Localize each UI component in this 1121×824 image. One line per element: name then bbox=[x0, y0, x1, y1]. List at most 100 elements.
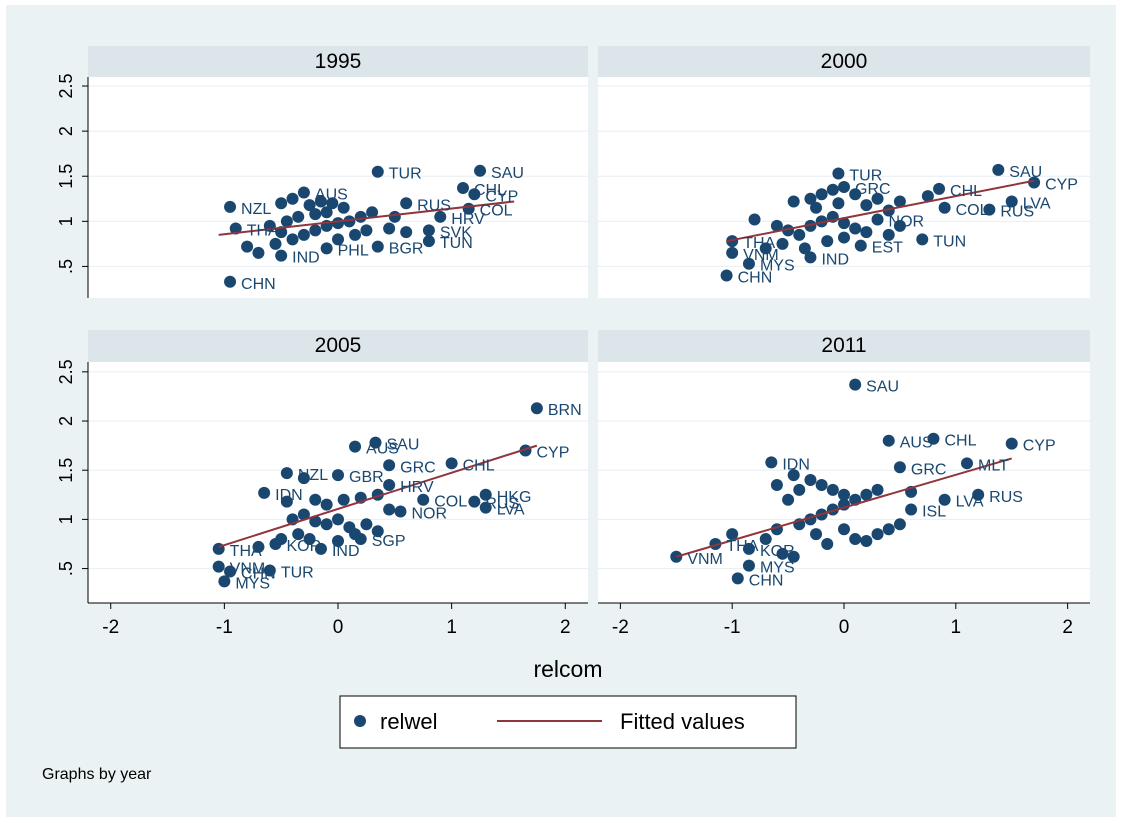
data-point bbox=[882, 204, 895, 217]
x-tick-label: 1 bbox=[951, 617, 962, 638]
plot-area bbox=[88, 362, 588, 603]
x-tick-label: 2 bbox=[560, 617, 571, 638]
panel-title: 1995 bbox=[315, 50, 362, 73]
data-point bbox=[798, 242, 811, 255]
point-label: CHN bbox=[241, 276, 276, 293]
data-point bbox=[369, 436, 382, 449]
data-point bbox=[383, 478, 396, 491]
point-label: EST bbox=[872, 240, 903, 257]
data-point bbox=[314, 195, 327, 208]
data-point bbox=[224, 565, 237, 578]
data-point bbox=[815, 215, 828, 228]
data-point bbox=[810, 528, 823, 541]
data-point bbox=[241, 240, 254, 253]
data-point bbox=[212, 560, 225, 573]
y-tick-label: 2.5 bbox=[56, 74, 76, 99]
point-label: SGP bbox=[372, 533, 406, 550]
y-tick-label: 2 bbox=[56, 416, 76, 426]
data-point bbox=[280, 215, 293, 228]
point-label: CYP bbox=[1045, 177, 1078, 194]
data-point bbox=[810, 201, 823, 214]
point-label: MLT bbox=[978, 457, 1009, 474]
data-point bbox=[457, 181, 469, 194]
data-point bbox=[860, 226, 873, 239]
data-point bbox=[1005, 195, 1018, 208]
point-label: PHL bbox=[338, 242, 369, 259]
data-point bbox=[821, 235, 834, 248]
data-point bbox=[349, 440, 362, 453]
point-label: NZL bbox=[298, 467, 328, 484]
panel-title-strip bbox=[598, 46, 1090, 77]
data-point bbox=[838, 181, 850, 194]
data-point bbox=[252, 246, 265, 259]
y-tick-label: 1.5 bbox=[56, 458, 76, 483]
legend-marker-relwel bbox=[354, 715, 366, 727]
data-point bbox=[832, 167, 845, 180]
point-label: LVA bbox=[956, 494, 984, 511]
point-label: LVA bbox=[1023, 195, 1051, 212]
data-point bbox=[826, 183, 839, 196]
data-point bbox=[770, 478, 783, 491]
point-label: CHN bbox=[738, 269, 773, 286]
data-point bbox=[224, 200, 237, 213]
data-point bbox=[759, 242, 772, 255]
point-label: VNM bbox=[687, 551, 723, 568]
y-tick-label: 2.5 bbox=[56, 359, 76, 384]
point-label: CHL bbox=[474, 182, 506, 199]
data-point bbox=[838, 488, 850, 501]
data-point bbox=[882, 523, 895, 536]
data-point bbox=[479, 488, 492, 501]
data-point bbox=[275, 533, 288, 546]
point-label: SAU bbox=[491, 165, 524, 182]
data-point bbox=[849, 188, 862, 201]
data-point bbox=[742, 257, 755, 270]
data-point bbox=[371, 240, 384, 253]
data-point bbox=[759, 533, 772, 546]
point-label: ISL bbox=[922, 504, 946, 521]
data-point bbox=[871, 213, 884, 226]
panel-title-strip bbox=[598, 330, 1090, 362]
point-label: IND bbox=[292, 250, 320, 267]
x-tick-label: 1 bbox=[446, 617, 457, 638]
point-label: KOR bbox=[287, 538, 322, 555]
y-tick-label: 2 bbox=[56, 126, 76, 136]
data-point bbox=[921, 190, 934, 203]
point-label: RUS bbox=[989, 489, 1023, 506]
y-tick-label: .5 bbox=[56, 561, 76, 576]
data-point bbox=[468, 495, 481, 508]
plot-area bbox=[88, 77, 588, 298]
data-point bbox=[275, 249, 288, 262]
data-point bbox=[832, 197, 845, 210]
point-label: THA bbox=[247, 223, 279, 240]
data-point bbox=[332, 513, 344, 526]
data-point bbox=[776, 547, 789, 560]
data-point bbox=[860, 199, 873, 212]
data-point bbox=[297, 186, 310, 199]
point-label: IDN bbox=[782, 456, 810, 473]
data-point bbox=[731, 572, 744, 585]
data-point bbox=[871, 483, 884, 496]
point-label: LVA bbox=[497, 502, 525, 519]
point-label: HRV bbox=[400, 479, 434, 496]
point-label: THA bbox=[743, 235, 775, 252]
data-point bbox=[765, 456, 778, 469]
data-point bbox=[320, 206, 333, 219]
point-label: CHL bbox=[950, 183, 982, 200]
data-point bbox=[297, 228, 310, 241]
point-label: HKG bbox=[497, 489, 532, 506]
data-point bbox=[849, 378, 862, 391]
data-point bbox=[992, 163, 1005, 176]
data-point bbox=[309, 515, 322, 528]
data-point bbox=[320, 518, 333, 531]
point-label: VNM bbox=[743, 247, 779, 264]
data-point bbox=[821, 537, 834, 550]
data-point bbox=[793, 483, 806, 496]
point-label: RUS bbox=[1000, 204, 1034, 221]
data-point bbox=[882, 434, 895, 447]
data-point bbox=[961, 457, 973, 470]
data-point bbox=[720, 269, 733, 282]
data-point bbox=[474, 164, 487, 177]
point-label: RUS bbox=[417, 197, 451, 214]
data-point bbox=[349, 528, 362, 541]
